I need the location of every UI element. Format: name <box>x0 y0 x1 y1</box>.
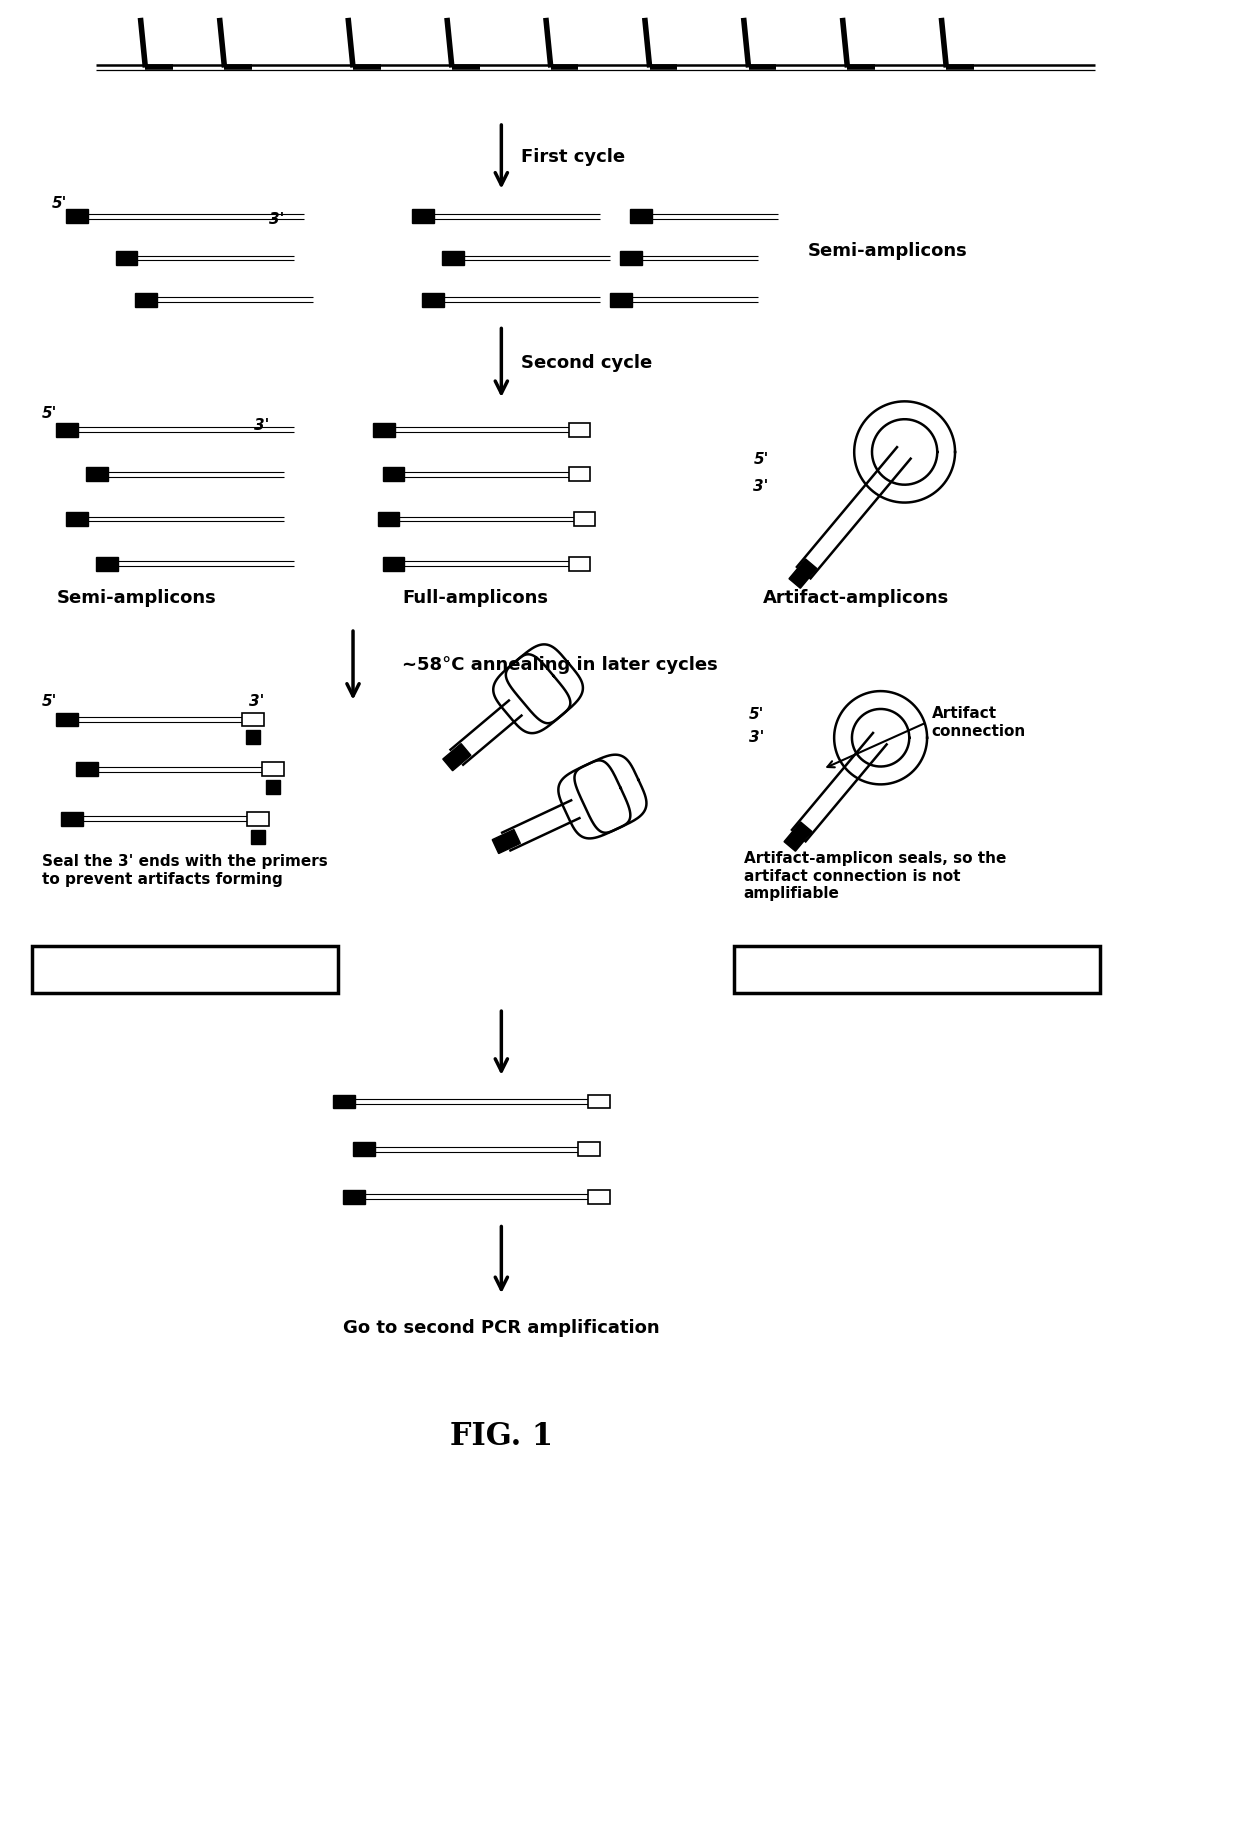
Bar <box>441 251 464 266</box>
Text: Artifact-amplicon seals, so the
artifact connection is not
amplifiable: Artifact-amplicon seals, so the artifact… <box>744 852 1006 901</box>
Bar <box>267 779 280 794</box>
Bar <box>61 812 83 825</box>
Text: Semi-amplicons: Semi-amplicons <box>56 590 216 608</box>
Bar <box>588 1189 610 1204</box>
Bar <box>115 251 138 266</box>
Text: 5': 5' <box>42 694 57 708</box>
Bar <box>373 422 394 437</box>
Text: 3': 3' <box>249 694 264 708</box>
Bar <box>569 557 590 570</box>
Text: 5': 5' <box>42 406 57 421</box>
Bar <box>66 512 88 526</box>
Bar <box>252 830 265 843</box>
Bar <box>569 468 590 481</box>
Text: 5': 5' <box>749 708 764 723</box>
Text: Seal the 3' ends with the primers
to prevent artifacts forming: Seal the 3' ends with the primers to pre… <box>42 854 327 887</box>
Bar <box>383 557 404 570</box>
Text: First prevention: First prevention <box>97 960 274 980</box>
Bar <box>86 468 108 481</box>
Text: 5': 5' <box>754 452 769 468</box>
Text: 3': 3' <box>254 417 269 433</box>
Bar <box>620 251 642 266</box>
Bar <box>610 293 632 306</box>
Text: FIG. 1: FIG. 1 <box>450 1422 553 1453</box>
Text: 3': 3' <box>754 479 769 493</box>
Bar <box>383 468 404 481</box>
Text: 3': 3' <box>269 213 284 228</box>
Text: Go to second PCR amplification: Go to second PCR amplification <box>343 1318 660 1337</box>
Polygon shape <box>789 559 817 588</box>
Bar <box>353 1142 374 1156</box>
Polygon shape <box>784 821 812 850</box>
FancyBboxPatch shape <box>32 945 339 994</box>
Bar <box>423 293 444 306</box>
Bar <box>630 209 652 224</box>
Bar <box>95 557 118 570</box>
Bar <box>574 512 595 526</box>
Text: 3': 3' <box>749 730 764 745</box>
Bar <box>579 1142 600 1156</box>
Polygon shape <box>443 743 471 770</box>
Bar <box>247 812 269 825</box>
Bar <box>588 1094 610 1109</box>
Bar <box>262 763 284 776</box>
Bar <box>76 763 98 776</box>
Bar <box>66 209 88 224</box>
Bar <box>135 293 157 306</box>
Text: Full-amplicons: Full-amplicons <box>403 590 548 608</box>
Bar <box>334 1094 355 1109</box>
Bar <box>247 730 260 745</box>
Polygon shape <box>492 830 521 854</box>
Bar <box>56 712 78 727</box>
Text: Artifact
connection: Artifact connection <box>931 707 1025 739</box>
Text: Second prevention: Second prevention <box>813 960 1021 980</box>
Bar <box>56 422 78 437</box>
FancyBboxPatch shape <box>734 945 1100 994</box>
Text: Semi-amplicons: Semi-amplicons <box>808 242 967 260</box>
Bar <box>242 712 264 727</box>
Bar <box>343 1189 365 1204</box>
Bar <box>569 422 590 437</box>
Bar <box>378 512 399 526</box>
Bar <box>413 209 434 224</box>
Text: 5': 5' <box>51 197 67 211</box>
Text: ~58°C annealing in later cycles: ~58°C annealing in later cycles <box>403 656 718 674</box>
Text: First cycle: First cycle <box>521 148 625 166</box>
Text: Artifact-amplicons: Artifact-amplicons <box>764 590 950 608</box>
Text: Second cycle: Second cycle <box>521 355 652 371</box>
